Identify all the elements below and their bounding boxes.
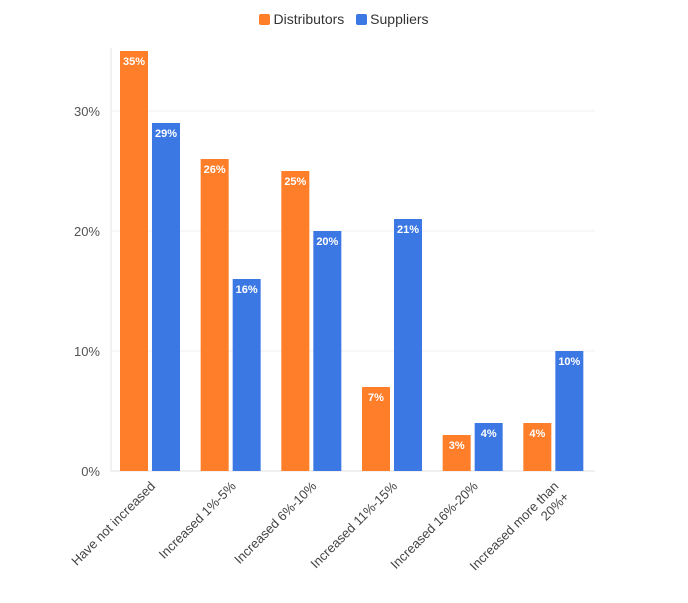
- y-tick-label: 0%: [81, 464, 100, 479]
- y-axis: 0% 10% 20% 30%: [74, 48, 112, 479]
- bar-distributors[interactable]: [281, 171, 310, 471]
- legend-label-distributors: Distributors: [273, 11, 345, 27]
- bar-suppliers[interactable]: [313, 231, 342, 471]
- x-tick-label-line: Increased 6%-10%: [231, 478, 320, 567]
- legend-item-suppliers[interactable]: Suppliers: [356, 11, 429, 27]
- bars: 35% 29% 26% 16% 25% 20% 7% 21% 3% 4% 4% 10%: [120, 51, 584, 471]
- legend-swatch-distributors: [259, 13, 271, 25]
- x-tick-label-line: Increased 16%-20%: [387, 478, 481, 572]
- bar-value-label: 7%: [368, 392, 384, 404]
- bar-value-label: 4%: [481, 428, 497, 440]
- x-tick-label-line: Have not increased: [68, 479, 158, 569]
- bar-value-label: 25%: [284, 176, 306, 188]
- bar-suppliers[interactable]: [555, 351, 584, 471]
- legend: Distributors Suppliers: [0, 11, 688, 28]
- legend-swatch-suppliers: [356, 13, 368, 25]
- legend-label-suppliers: Suppliers: [370, 11, 429, 27]
- grid: [111, 110, 595, 472]
- bar-distributors[interactable]: [200, 159, 229, 471]
- bar-suppliers[interactable]: [394, 219, 422, 471]
- y-tick-label: 10%: [74, 344, 100, 359]
- bar-suppliers[interactable]: [152, 123, 180, 471]
- bar-distributors[interactable]: [523, 423, 552, 471]
- x-tick-label: Increased 6%-10%: [231, 478, 320, 567]
- x-tick-label: Increased more than20%+: [467, 479, 573, 585]
- bar-value-label: 26%: [204, 164, 226, 176]
- legend-item-distributors[interactable]: Distributors: [259, 11, 344, 27]
- bar-value-label: 35%: [123, 56, 145, 68]
- x-tick-label-line: Increased 11%-15%: [307, 478, 400, 571]
- bar-value-label: 29%: [155, 128, 177, 140]
- bar-suppliers[interactable]: [232, 279, 261, 471]
- bar-suppliers[interactable]: [474, 423, 503, 471]
- bar-distributors[interactable]: [442, 435, 471, 471]
- y-tick-label: 30%: [74, 104, 100, 119]
- bar-value-label: 10%: [558, 356, 580, 368]
- y-tick-label: 20%: [74, 224, 100, 239]
- x-tick-label: Increased 16%-20%: [387, 478, 481, 572]
- bar-value-label: 20%: [316, 236, 338, 248]
- x-tick-label-line: Increased 1%-5%: [156, 478, 239, 561]
- x-tick-label-line: Increased more than: [467, 479, 562, 574]
- bar-value-label: 3%: [449, 440, 465, 452]
- bar-distributors[interactable]: [120, 51, 148, 471]
- bar-value-label: 4%: [529, 428, 545, 440]
- bar-value-label: 21%: [397, 224, 419, 236]
- bar-value-label: 16%: [236, 284, 258, 296]
- x-tick-label: Increased 1%-5%: [156, 478, 239, 561]
- x-tick-label: Have not increased: [68, 479, 158, 569]
- bar-distributors[interactable]: [362, 387, 390, 471]
- x-tick-label: Increased 11%-15%: [307, 478, 400, 571]
